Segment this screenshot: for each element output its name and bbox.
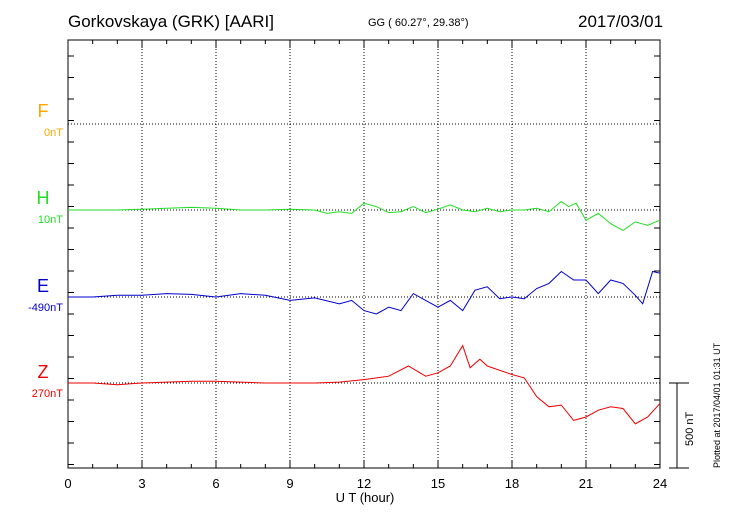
series-baseline-E: -490nT [28, 302, 63, 314]
series-baseline-F: 0nT [44, 127, 63, 139]
scale-bar-label: 500 nT [684, 411, 696, 446]
series-label-F: F [38, 101, 49, 121]
grid-layer [68, 40, 660, 468]
series-label-Z: Z [38, 362, 49, 382]
scale-bar: 500 nT [669, 382, 696, 469]
station-title: Gorkovskaya (GRK) [AARI] [68, 12, 274, 31]
series-baseline-H: 10nT [38, 214, 63, 226]
x-tick-label: 9 [286, 476, 293, 491]
chart-date: 2017/03/01 [578, 12, 664, 31]
x-tick-label: 0 [64, 476, 71, 491]
x-tick-label: 6 [212, 476, 219, 491]
x-tick-label: 15 [431, 476, 445, 491]
series-baseline-Z: 270nT [32, 388, 63, 400]
x-axis-label: U T (hour) [336, 490, 395, 505]
series-line-E [68, 270, 661, 315]
series-label-H: H [37, 188, 50, 208]
series-label-E: E [37, 276, 49, 296]
series-layer [68, 200, 661, 425]
series-line-Z [68, 344, 661, 425]
x-tick-label: 24 [653, 476, 667, 491]
label-layer: F 0nT H 10nT E -490nT Z 270nT [28, 101, 63, 400]
series-line-H [68, 200, 661, 231]
tick-layer: 0 3 6 9 12 15 18 21 24 [64, 40, 667, 491]
x-tick-label: 3 [138, 476, 145, 491]
x-tick-label: 21 [579, 476, 593, 491]
x-tick-label: 18 [505, 476, 519, 491]
station-coordinates: GG ( 60.27°, 29.38°) [368, 17, 469, 29]
x-tick-label: 12 [357, 476, 371, 491]
